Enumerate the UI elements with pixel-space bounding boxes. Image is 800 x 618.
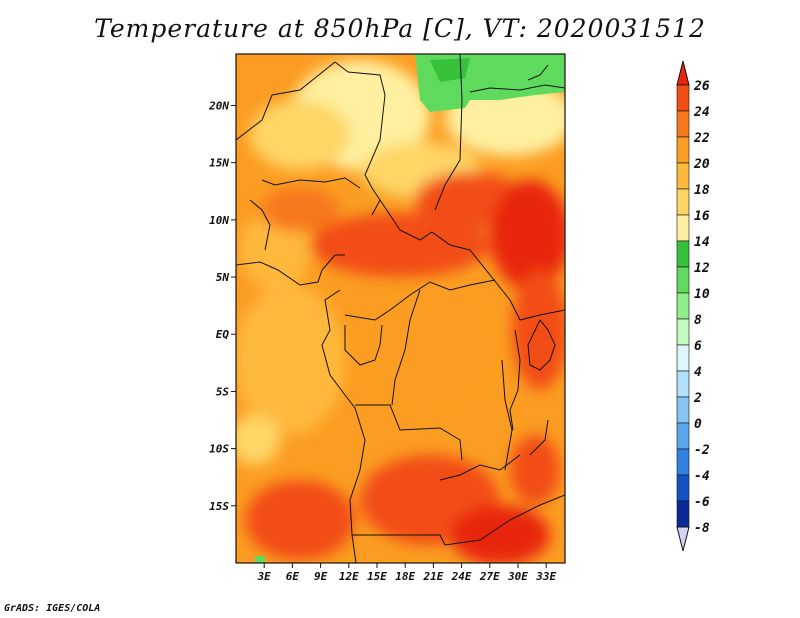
lat-tick-label: 20N: [208, 99, 229, 112]
lat-tick-label: 15S: [209, 500, 229, 513]
colorbar-label: -6: [694, 495, 710, 510]
colorbar-swatch: [676, 240, 690, 268]
colorbar-swatch: [676, 318, 690, 346]
chart-title: Temperature at 850hPa [C], VT: 202003151…: [94, 14, 706, 43]
colorbar-label: 14: [694, 235, 710, 250]
colorbar-swatch: [676, 162, 690, 190]
lon-tick-label: 18E: [395, 570, 415, 583]
lat-tick-label: 5N: [216, 271, 230, 284]
colorbar-swatch: [676, 110, 690, 138]
lon-tick-label: 3E: [257, 570, 272, 583]
colorbar-label: -4: [694, 469, 710, 484]
colorbar-swatch: [676, 188, 690, 216]
latitude-axis: 20N 15N 10N 5N EQ 5S 10S 15S: [208, 99, 236, 513]
lon-tick-label: 27E: [479, 570, 500, 583]
lat-tick-label: 10N: [209, 214, 229, 227]
colorbar-label: 16: [694, 209, 710, 224]
grads-credit: GrADS: IGES/COLA: [4, 603, 101, 614]
colorbar-label: 26: [693, 79, 710, 94]
lon-tick-label: 6E: [286, 570, 300, 583]
colorbar-label: 10: [694, 287, 710, 302]
colorbar-swatch: [676, 474, 690, 502]
country-borders: [236, 54, 565, 563]
colorbar-label: 8: [694, 313, 702, 328]
colorbar-top-arrow: [676, 60, 690, 86]
colorbar-swatch: [676, 500, 690, 528]
lon-tick-label: 12E: [339, 570, 359, 583]
colorbar-label: 24: [693, 105, 710, 120]
colorbar-label: 12: [694, 261, 710, 276]
lon-tick-label: 15E: [367, 570, 387, 583]
colorbar-label: 22: [693, 131, 710, 146]
lat-tick-label: 10S: [209, 443, 229, 456]
colorbar-label: 18: [694, 183, 710, 198]
temperature-field: [236, 54, 565, 563]
longitude-axis: 3E 6E 9E 12E 15E 18E 21E 24E 27E 30E 33E: [257, 563, 557, 583]
lon-tick-label: 30E: [507, 570, 528, 583]
colorbar-label: 20: [693, 157, 710, 172]
lon-tick-label: 24E: [451, 570, 472, 583]
colorbar-swatch: [676, 396, 690, 424]
colorbar-swatch: [676, 422, 690, 450]
lat-tick-label: EQ: [216, 328, 230, 341]
colorbar-label: 0: [694, 417, 702, 432]
colorbar-label: 4: [694, 365, 702, 380]
colorbar-swatch: [676, 448, 690, 476]
colorbar-swatch: [676, 84, 690, 112]
colorbar-label: -8: [694, 521, 710, 536]
lon-tick-label: 9E: [314, 570, 328, 583]
lon-tick-label: 21E: [422, 570, 443, 583]
lat-tick-label: 15N: [209, 157, 229, 170]
colorbar-label: 6: [694, 339, 702, 354]
colorbar-label: -2: [694, 443, 710, 458]
colorbar-swatch: [676, 266, 690, 294]
lon-tick-label: 33E: [535, 570, 556, 583]
lat-tick-label: 5S: [216, 385, 230, 398]
colorbar-swatch: [676, 370, 690, 398]
colorbar-swatch: [676, 136, 690, 164]
map-frame: [235, 53, 566, 564]
colorbar-bottom-arrow: [676, 526, 690, 552]
colorbar-label: 2: [693, 391, 702, 406]
colorbar-swatch: [676, 214, 690, 242]
colorbar-swatch: [676, 292, 690, 320]
colorbar-swatch: [676, 344, 690, 372]
